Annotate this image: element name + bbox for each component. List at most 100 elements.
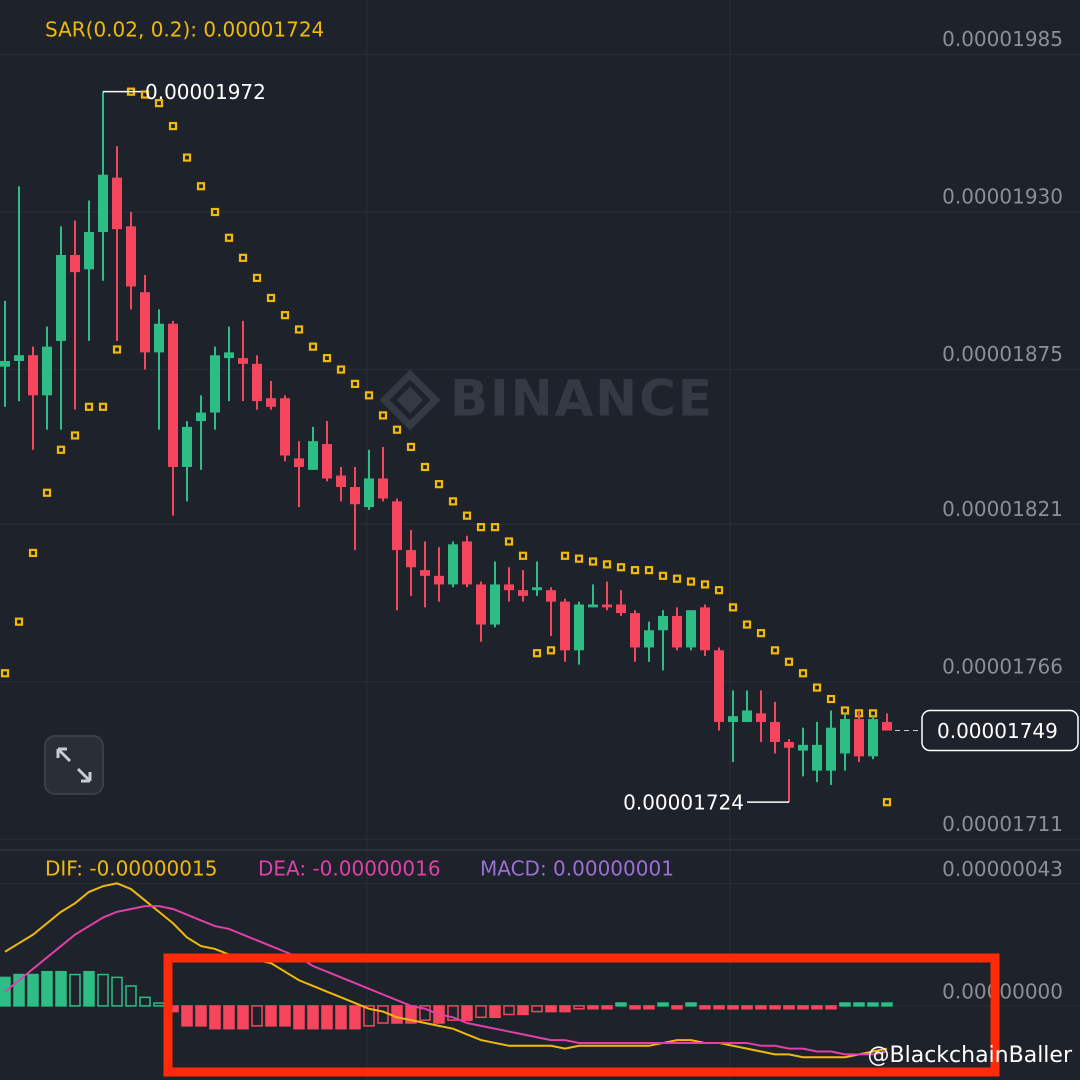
candle-body xyxy=(434,575,444,585)
macd-bar xyxy=(503,1005,515,1016)
candle-body xyxy=(350,487,360,505)
macd-bar xyxy=(363,1005,375,1027)
macd-bar xyxy=(727,1005,739,1010)
plot: 0.00001985 0.00001930 0.00001875 0.00001821… xyxy=(0,27,1080,1059)
candle-body xyxy=(336,475,346,488)
y-tick-label: 0.00001711 xyxy=(942,812,1063,836)
candle-body xyxy=(868,719,878,757)
candle-body xyxy=(112,177,122,230)
sar-legend: SAR(0.02, 0.2): 0.00001724 xyxy=(45,18,324,42)
candle-body xyxy=(882,721,892,731)
macd-bar xyxy=(685,1002,697,1007)
sar-dot xyxy=(252,273,262,282)
macd-bar xyxy=(699,1005,711,1010)
sar-dot xyxy=(700,580,710,589)
candle-body xyxy=(602,604,612,608)
macd-bar xyxy=(13,973,25,1007)
candle-body xyxy=(0,360,10,367)
sar-dot xyxy=(168,121,178,131)
candle-body xyxy=(126,226,136,287)
sar-dot xyxy=(98,402,108,411)
macd-bar xyxy=(265,1005,277,1027)
sar-dot xyxy=(812,683,822,692)
macd-bar xyxy=(769,1005,781,1010)
candle-body xyxy=(182,426,192,467)
candle-body xyxy=(238,358,248,364)
watermark-text: BINANCE xyxy=(450,370,714,428)
sar-dot xyxy=(84,402,94,411)
sar-dot xyxy=(266,293,276,303)
last-price-box xyxy=(921,709,1079,752)
candle-body xyxy=(70,254,80,273)
y-tick-label: 0.00001930 xyxy=(942,185,1063,209)
candle-body xyxy=(700,607,710,651)
macd-bar xyxy=(83,970,95,1007)
candle-body xyxy=(98,174,108,233)
low-label: 0.00001724 xyxy=(623,791,744,815)
macd-bar xyxy=(447,1005,459,1021)
sar-dot xyxy=(434,480,444,489)
candle-body xyxy=(574,604,584,651)
sar-dot xyxy=(140,90,150,99)
sar-dot xyxy=(70,431,80,440)
macd-bar xyxy=(517,1005,529,1016)
candle-body xyxy=(854,719,864,757)
macd-bar xyxy=(811,1005,823,1010)
macd-bar xyxy=(251,1005,263,1027)
last-price-label: 0.00001749 xyxy=(937,719,1058,743)
candle-body xyxy=(266,398,276,407)
candle-body xyxy=(210,355,220,413)
credit: @BlackchainBaller xyxy=(868,1043,1073,1068)
y-tick-label: 0.00001875 xyxy=(942,342,1063,366)
sar-dot xyxy=(714,586,724,595)
macd-bar xyxy=(237,1005,249,1030)
macd-line xyxy=(4,905,888,1056)
macd-bar xyxy=(27,973,39,1007)
sar-dot xyxy=(574,554,584,563)
candle-body xyxy=(448,544,458,585)
macd-bar xyxy=(601,1005,613,1010)
sar-dot xyxy=(798,669,808,678)
macd-bar xyxy=(307,1005,319,1030)
candle-body xyxy=(490,584,500,625)
sar-dot xyxy=(294,325,304,334)
y-tick-label: 0.00000043 xyxy=(942,857,1063,881)
macd-bar xyxy=(797,1005,809,1010)
sar-dot xyxy=(728,603,738,612)
sar-dot xyxy=(504,537,514,546)
candle-body xyxy=(784,742,794,748)
sar-dot xyxy=(322,354,332,363)
expand-button[interactable] xyxy=(44,735,104,795)
y-tick-label: 0.00001766 xyxy=(942,654,1063,678)
candle-body xyxy=(224,352,234,359)
sar-dot xyxy=(364,391,374,400)
y-tick-label: 0.00001821 xyxy=(942,497,1063,521)
y-tick-label: 0.00000000 xyxy=(942,979,1063,1003)
sar-dot xyxy=(560,551,570,560)
sar-dot xyxy=(826,694,836,704)
macd-bar xyxy=(881,1002,893,1007)
candle-body xyxy=(378,478,388,499)
sar-dot xyxy=(406,442,416,452)
sar-dot xyxy=(476,523,486,532)
candle-body xyxy=(406,550,416,568)
candle-body xyxy=(644,630,654,648)
sar-dot xyxy=(588,557,598,566)
macd-bar xyxy=(713,1005,725,1010)
candle-body xyxy=(84,232,94,270)
macd-bar xyxy=(349,1005,361,1030)
candle-body xyxy=(560,601,570,651)
macd-bar xyxy=(55,970,67,1007)
watermark: BINANCE xyxy=(379,370,714,431)
macd-bar xyxy=(853,1002,865,1007)
legend-entry: DIF: -0.00000015 xyxy=(45,857,217,881)
sar-dot xyxy=(378,411,388,420)
macd-bar xyxy=(181,1005,193,1027)
candle-body xyxy=(140,292,150,353)
sar-dot xyxy=(56,445,66,454)
candle-body xyxy=(546,590,556,602)
macd-bar xyxy=(209,1005,221,1030)
candle-body xyxy=(252,363,262,402)
candle-body xyxy=(798,744,808,751)
